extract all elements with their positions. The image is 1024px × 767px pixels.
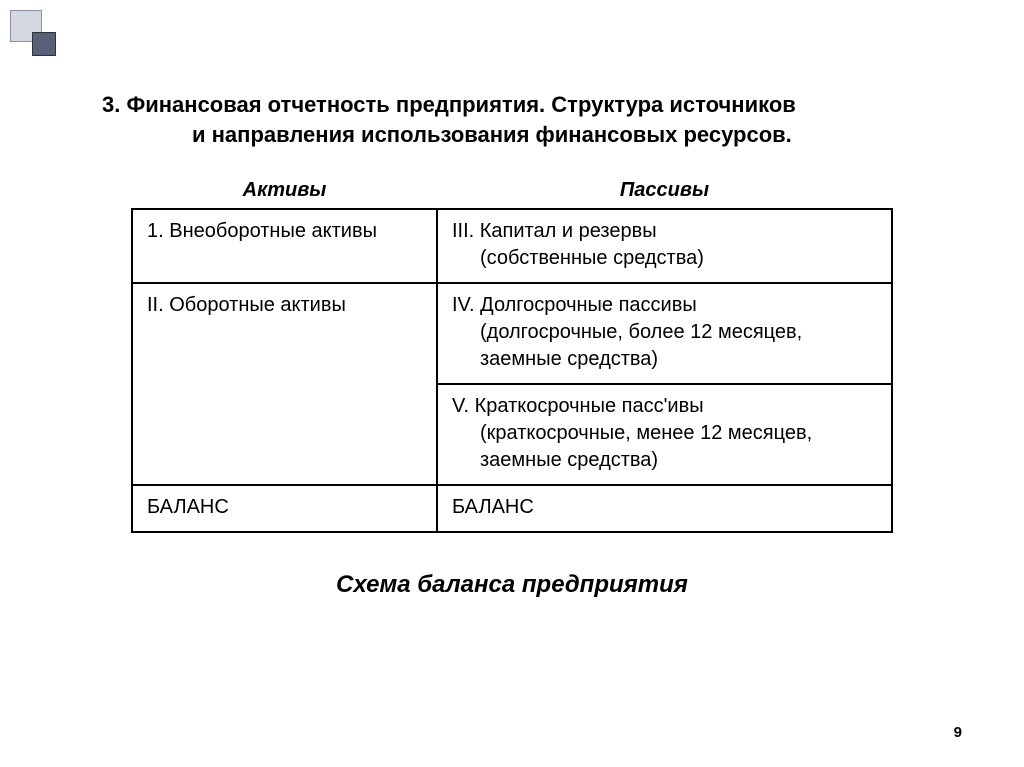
cell-liab-3: III. Капитал и резервы (собственные сред…	[437, 209, 892, 283]
cell-main: V. Краткосрочные пасс'ивы	[452, 395, 704, 417]
cell-assets-2: II. Оборотные активы	[132, 283, 437, 485]
header-liabilities: Пассивы	[437, 179, 892, 202]
table-column-headers: Активы Пассивы	[132, 179, 892, 202]
cell-main: IV. Долгосрочные пассивы	[452, 294, 697, 316]
cell-liab-4: IV. Долгосрочные пассивы (долгосрочные, …	[437, 283, 892, 384]
table-caption: Схема баланса предприятия	[60, 571, 964, 599]
cell-balance-right: БАЛАНС	[437, 485, 892, 532]
cell-liab-5: V. Краткосрочные пасс'ивы (краткосрочные…	[437, 384, 892, 485]
cell-main: 1. Внеоборотные активы	[147, 220, 377, 242]
slide-title: 3. Финансовая отчетность предприятия. Ст…	[102, 90, 922, 149]
title-line-2: и направления использования финансовых р…	[102, 120, 922, 150]
cell-sub: (краткосрочные, менее 12 месяцев, заемны…	[452, 420, 877, 474]
table-row: 1. Внеоборотные активы III. Капитал и ре…	[132, 209, 892, 283]
cell-balance-left: БАЛАНС	[132, 485, 437, 532]
table-row: II. Оборотные активы IV. Долгосрочные па…	[132, 283, 892, 384]
balance-table: 1. Внеоборотные активы III. Капитал и ре…	[131, 208, 893, 533]
cell-sub: (долгосрочные, более 12 месяцев, заемные…	[452, 319, 877, 373]
cell-sub: (собственные средства)	[452, 245, 877, 272]
cell-main: II. Оборотные активы	[147, 294, 346, 316]
cell-main: БАЛАНС	[452, 496, 534, 518]
title-line-1: 3. Финансовая отчетность предприятия. Ст…	[102, 92, 796, 117]
page-number: 9	[954, 724, 962, 741]
cell-main: БАЛАНС	[147, 496, 229, 518]
slide-content: 3. Финансовая отчетность предприятия. Ст…	[0, 0, 1024, 767]
table-row: БАЛАНС БАЛАНС	[132, 485, 892, 532]
header-assets: Активы	[132, 179, 437, 202]
cell-assets-1: 1. Внеоборотные активы	[132, 209, 437, 283]
cell-main: III. Капитал и резервы	[452, 220, 657, 242]
